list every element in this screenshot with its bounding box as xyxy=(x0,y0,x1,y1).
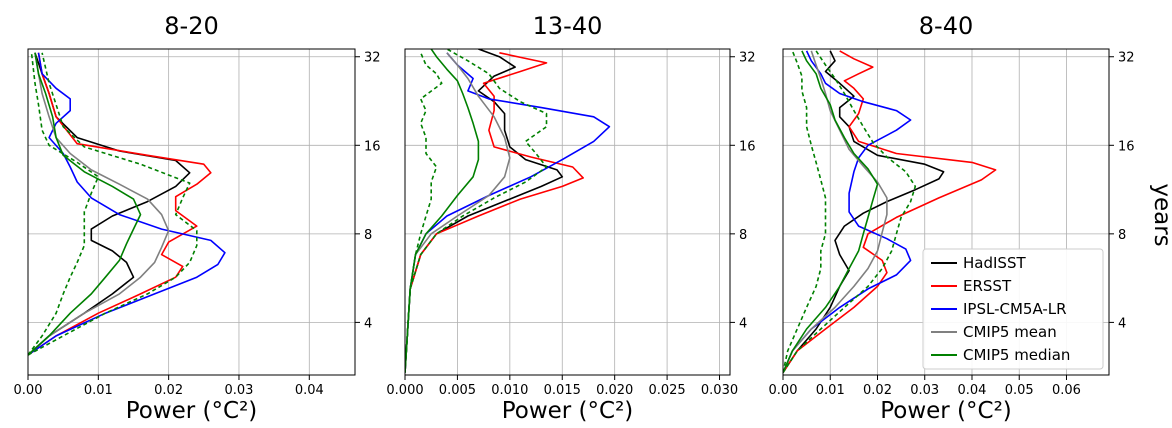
y-tick-label: 16 xyxy=(739,139,756,154)
x-tick-label: 0.030 xyxy=(701,383,738,398)
series-line-ersst xyxy=(783,50,997,374)
x-tick-label: 0.03 xyxy=(224,383,253,398)
series-line-cmip5-median xyxy=(405,49,480,373)
x-tick-label: 0.05 xyxy=(1005,383,1034,398)
legend: HadISST ERSST IPSL-CM5A-LR CMIP5 mean CMIP5 … xyxy=(922,248,1104,370)
y-tick-label: 4 xyxy=(739,316,747,331)
x-axis-label: Power (°C²) xyxy=(126,398,258,424)
y-tick-label: 16 xyxy=(364,139,381,154)
plot-frame xyxy=(404,48,731,376)
y-tick-label: 4 xyxy=(1118,316,1126,331)
x-tick-label: 0.00 xyxy=(14,383,43,398)
x-tick-label: 0.06 xyxy=(1052,383,1081,398)
x-axis-label: Power (°C²) xyxy=(880,398,1012,424)
plot-frame xyxy=(782,48,1110,376)
series-line-ersst xyxy=(405,52,584,373)
y-tick-label: 16 xyxy=(1118,139,1135,154)
series-line-hadisst xyxy=(28,52,191,356)
series-line-ipsl-cm5a-lr xyxy=(783,50,912,373)
panel-title: 8-40 xyxy=(919,12,973,40)
legend-label: IPSL-CM5A-LR xyxy=(963,300,1067,318)
plot-frame xyxy=(27,48,356,376)
panel-title: 8-20 xyxy=(164,12,218,40)
panel-8-40: 0.00 0.01 0.02 0.03 0.04 0.05 0.06 4 8 16 32 8-40 Po… xyxy=(769,12,1135,424)
y-tick-label: 32 xyxy=(739,51,756,66)
y-tick-label: 4 xyxy=(364,316,372,331)
series-line-spread xyxy=(783,50,917,374)
y-tick-label: 8 xyxy=(364,228,372,243)
series-line-spread xyxy=(783,50,827,373)
panel-8-20: 0.00 0.01 0.02 0.03 0.04 4 8 16 32 8-20 Power (°C²… xyxy=(14,12,381,424)
y-tick-label: 8 xyxy=(1118,228,1126,243)
y-tick-label: 8 xyxy=(739,228,747,243)
series-group xyxy=(28,52,226,356)
x-tick-label: 0.02 xyxy=(154,383,183,398)
x-tick-label: 0.02 xyxy=(863,383,892,398)
x-tick-label: 0.01 xyxy=(816,383,845,398)
x-tick-label: 0.020 xyxy=(596,383,633,398)
y-tick-label: 32 xyxy=(1118,51,1135,66)
series-line-ipsl-cm5a-lr xyxy=(405,52,611,373)
series-line-spread xyxy=(28,52,198,356)
series-group xyxy=(405,49,611,373)
legend-label: CMIP5 mean xyxy=(963,323,1057,341)
x-tick-label: 0.025 xyxy=(648,383,685,398)
x-tick-label: 0.00 xyxy=(769,383,798,398)
series-line-spread xyxy=(405,49,548,373)
legend-box xyxy=(922,248,1104,370)
x-tick-label: 0.000 xyxy=(386,383,423,398)
series-line-ipsl-cm5a-lr xyxy=(28,52,226,356)
series-line-cmip5-median xyxy=(28,52,142,356)
series-line-ersst xyxy=(28,52,212,356)
panel-title: 13-40 xyxy=(533,12,603,40)
series-line-cmip5-mean xyxy=(783,50,888,373)
legend-label: ERSST xyxy=(963,277,1012,295)
x-tick-label: 0.005 xyxy=(439,383,476,398)
series-line-spread xyxy=(28,52,100,356)
series-line-cmip5-median xyxy=(783,50,879,373)
x-axis-label: Power (°C²) xyxy=(502,398,634,424)
x-tick-label: 0.04 xyxy=(958,383,987,398)
series-line-spread xyxy=(405,52,443,373)
x-tick-label: 0.04 xyxy=(295,383,324,398)
series-line-cmip5-mean xyxy=(28,52,170,356)
legend-label: CMIP5 median xyxy=(963,346,1070,364)
x-tick-label: 0.015 xyxy=(544,383,581,398)
x-tick-label: 0.03 xyxy=(910,383,939,398)
legend-label: HadISST xyxy=(963,254,1026,272)
y-tick-label: 32 xyxy=(364,51,381,66)
panel-13-40: 0.000 0.005 0.010 0.015 0.020 0.025 0.030 4 8 16 3… xyxy=(386,12,755,424)
series-group xyxy=(783,50,997,374)
y-axis-label: years xyxy=(1149,183,1172,246)
x-tick-label: 0.01 xyxy=(84,383,113,398)
x-tick-label: 0.010 xyxy=(491,383,528,398)
